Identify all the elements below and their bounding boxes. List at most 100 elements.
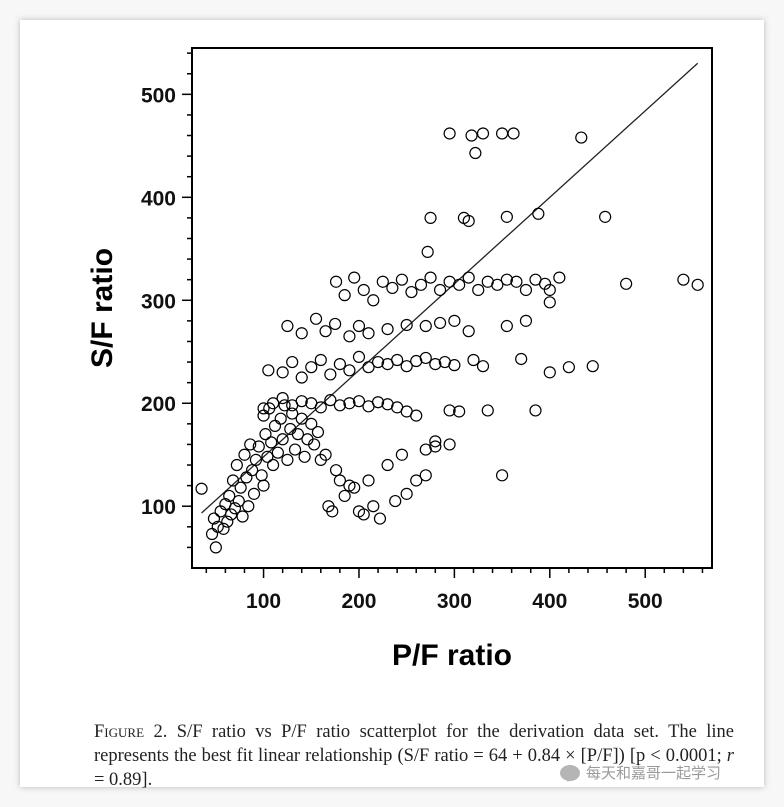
data-point: [419, 351, 432, 365]
data-point: [257, 479, 270, 492]
data-point: [443, 438, 456, 451]
data-point: [543, 283, 556, 297]
data-point: [443, 127, 456, 140]
data-point: [543, 366, 556, 379]
wechat-icon: [560, 764, 580, 782]
data-point: [410, 409, 423, 422]
data-point: [586, 360, 599, 373]
data-point: [429, 435, 442, 448]
data-point: [448, 314, 461, 327]
data-point: [429, 358, 442, 371]
data-point: [343, 330, 356, 343]
data-point: [286, 407, 299, 420]
data-point: [348, 481, 361, 494]
data-point: [352, 319, 366, 333]
y-tick-label: 500: [141, 84, 176, 107]
data-point: [405, 285, 418, 299]
data-point: [259, 428, 272, 441]
data-point: [314, 401, 327, 414]
data-point: [207, 512, 221, 525]
data-point: [225, 508, 238, 521]
data-point: [286, 355, 299, 369]
data-point: [400, 360, 413, 373]
data-point: [389, 494, 402, 508]
data-point: [343, 364, 356, 377]
data-point: [553, 271, 566, 284]
data-point: [495, 469, 509, 482]
y-tick-label: 300: [141, 290, 176, 313]
data-point: [209, 541, 222, 554]
data-point: [217, 522, 230, 535]
data-point: [453, 405, 466, 418]
data-point: [424, 211, 437, 225]
caption-text: S/F ratio vs P/F ratio scatterplot for t…: [94, 722, 735, 766]
x-tick-label: 200: [341, 590, 376, 613]
data-point: [476, 127, 490, 140]
data-point: [465, 129, 478, 142]
data-point: [246, 464, 259, 477]
data-point: [324, 394, 337, 407]
data-point: [381, 323, 394, 336]
data-point: [462, 325, 475, 338]
data-point: [319, 325, 332, 338]
data-point: [236, 510, 249, 523]
y-tick-label: 100: [141, 496, 176, 519]
fit-line: [201, 62, 699, 514]
data-point: [195, 482, 208, 495]
data-point: [338, 489, 351, 503]
data-point: [500, 210, 513, 223]
data-point: [386, 281, 399, 295]
data-point: [211, 520, 224, 533]
x-axis-title: P/F ratio: [392, 639, 512, 672]
data-point: [249, 453, 263, 466]
y-axis-title: S/F ratio: [86, 248, 119, 368]
data-point: [381, 458, 394, 472]
data-point: [262, 364, 275, 377]
data-point: [324, 368, 337, 381]
data-point: [276, 366, 289, 379]
data-point: [400, 487, 413, 500]
data-point: [500, 273, 513, 286]
data-point: [221, 515, 234, 528]
data-point: [278, 399, 291, 412]
data-point: [467, 353, 480, 367]
data-point: [352, 350, 366, 364]
data-point: [333, 474, 346, 487]
data-point: [223, 489, 236, 503]
data-point: [329, 464, 343, 477]
x-tick-label: 300: [437, 590, 472, 613]
data-point: [308, 438, 321, 451]
data-point: [691, 278, 704, 291]
data-point: [267, 458, 280, 472]
data-point: [252, 440, 265, 453]
x-tick-label: 500: [628, 590, 663, 613]
data-point: [433, 283, 447, 297]
y-tick-label: 200: [141, 393, 176, 416]
data-point: [472, 283, 485, 297]
data-point: [519, 283, 533, 297]
data-point: [532, 207, 545, 220]
data-point: [343, 397, 356, 410]
data-point: [326, 505, 339, 518]
data-point: [362, 474, 375, 487]
data-point: [234, 481, 247, 494]
data-point: [329, 317, 342, 331]
y-tick-label: 400: [141, 187, 176, 210]
data-point: [271, 446, 284, 459]
data-point: [538, 277, 552, 290]
data-point: [562, 361, 575, 374]
data-point: [295, 412, 308, 425]
data-point: [599, 210, 612, 223]
data-point: [453, 278, 466, 291]
data-point: [376, 275, 389, 288]
scatter-chart: 100 200 300 400 500 100 200 300 400 500 P/F rati…: [86, 47, 713, 672]
data-point: [462, 271, 475, 284]
wechat-watermark: 每天和嘉哥一起学习: [560, 762, 721, 783]
data-point: [281, 319, 294, 333]
data-point: [230, 458, 243, 472]
data-point: [348, 271, 361, 284]
data-point: [419, 469, 432, 482]
data-point: [311, 425, 325, 439]
data-point: [469, 146, 482, 160]
data-point: [295, 395, 308, 408]
